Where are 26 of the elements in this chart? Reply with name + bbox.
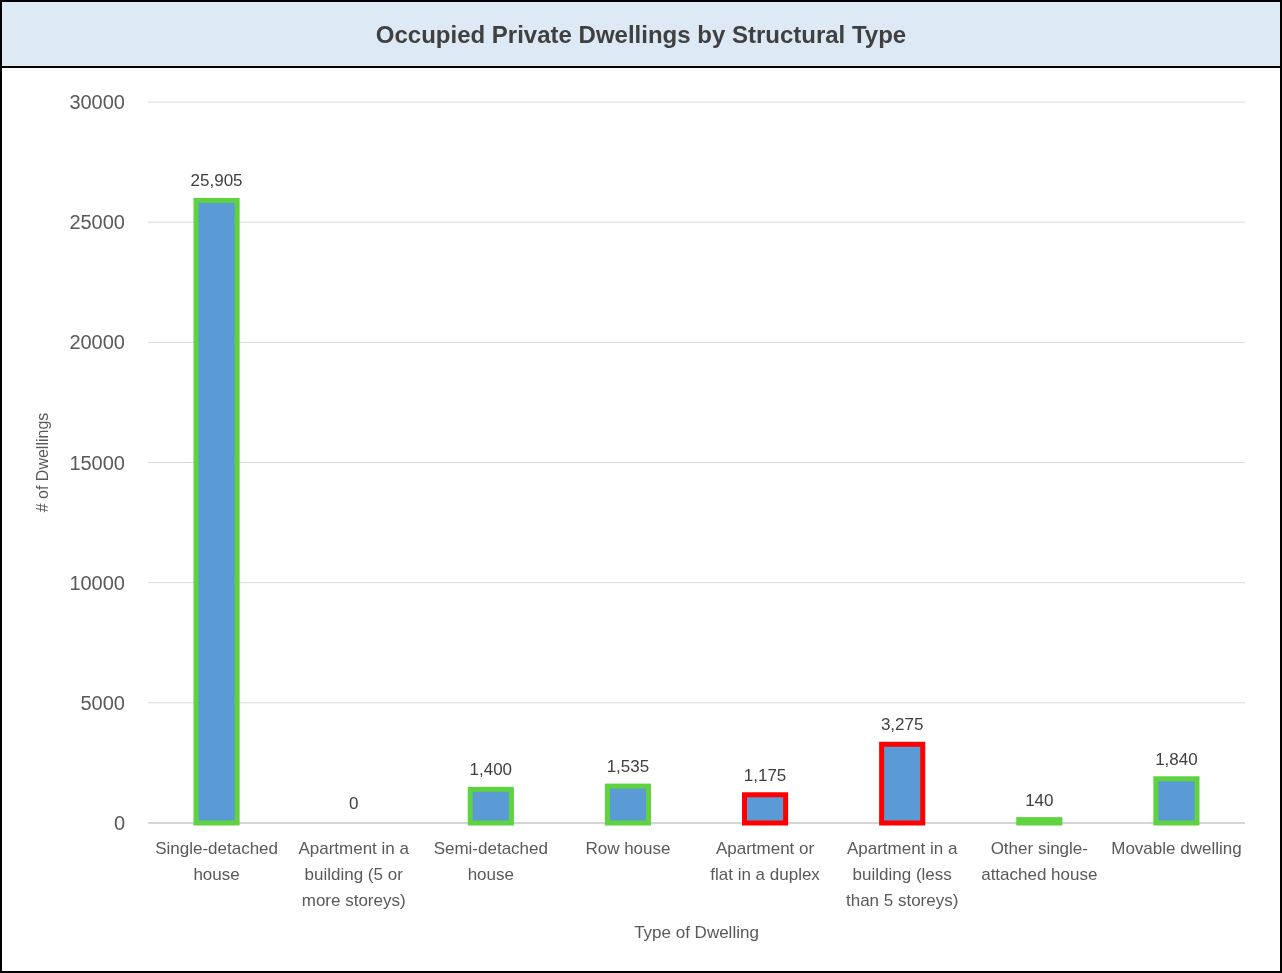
y-axis-title: # of Dwellings <box>34 412 51 513</box>
data-label: 140 <box>1025 790 1054 810</box>
data-label: 3,275 <box>880 715 924 735</box>
data-label: 25,905 <box>190 171 243 191</box>
data-label: 1,840 <box>1155 749 1198 769</box>
data-label: 1,535 <box>606 757 650 777</box>
x-tick-label: Row house <box>585 839 671 858</box>
x-tick-label: Apartment in a building (5 or more storeys) <box>298 839 410 910</box>
y-tick-label: 5000 <box>80 691 125 714</box>
x-tick-label: Semi-detached house <box>433 839 548 884</box>
y-tick-label: 30000 <box>69 91 125 113</box>
data-label: 1,175 <box>743 765 787 785</box>
y-tick-label: 25000 <box>69 211 125 234</box>
data-label: 1,400 <box>469 760 513 780</box>
x-tick-label: Single-detached house <box>155 839 278 884</box>
y-tick-label: 0 <box>113 812 125 834</box>
x-axis-title: Type of Dwelling <box>634 923 759 942</box>
x-tick-label: Movable dwelling <box>1111 839 1242 858</box>
x-tick-label: Apartment or flat in a duplex <box>710 839 821 884</box>
x-tick-label: Apartment in a building (less than 5 storeys) <box>845 839 959 910</box>
y-tick-label: 10000 <box>69 571 125 594</box>
x-tick-label: Other single-attached house <box>981 839 1098 884</box>
y-tick-label: 20000 <box>69 331 125 354</box>
data-label: 0 <box>348 794 359 813</box>
y-tick-label: 15000 <box>69 451 125 474</box>
chart-title: Occupied Private Dwellings by Structural Type <box>375 21 907 48</box>
